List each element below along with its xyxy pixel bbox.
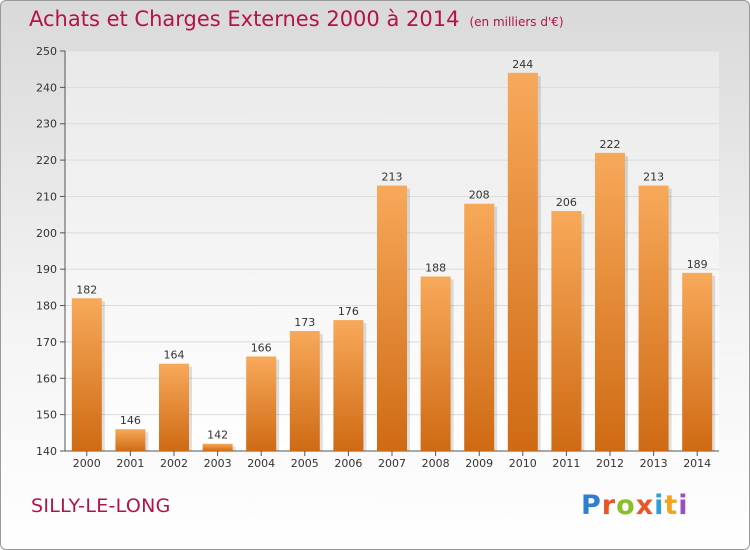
unit-label: (en milliers d'€)	[469, 15, 564, 29]
bar-value-label: 188	[425, 261, 446, 274]
logo-letter: t	[664, 490, 679, 521]
x-tick-label: 2004	[247, 457, 275, 470]
bar-value-label: 208	[469, 189, 490, 202]
bar	[507, 72, 538, 452]
bar	[246, 356, 277, 451]
x-tick-label: 2002	[160, 457, 188, 470]
y-tick-label: 160	[36, 372, 57, 385]
x-tick-label: 2000	[73, 457, 101, 470]
y-tick-label: 200	[36, 227, 57, 240]
x-tick-label: 2007	[378, 457, 406, 470]
logo-letter: x	[635, 490, 655, 521]
logo-letter: P	[581, 490, 602, 521]
x-tick-label: 2014	[683, 457, 711, 470]
x-tick-label: 2005	[291, 457, 319, 470]
y-tick-label: 210	[36, 190, 57, 203]
x-tick-label: 2009	[465, 457, 493, 470]
y-tick-label: 140	[36, 445, 57, 458]
bar-value-label: 222	[600, 138, 621, 151]
bar	[551, 211, 582, 451]
y-tick-label: 240	[36, 81, 57, 94]
commune-name: SILLY-LE-LONG	[31, 495, 171, 517]
x-tick-label: 2006	[334, 457, 362, 470]
bar	[420, 276, 451, 451]
bar-value-label: 213	[643, 171, 664, 184]
chart-title-text: Achats et Charges Externes 2000 à 2014	[29, 7, 460, 31]
bar-value-label: 146	[120, 414, 141, 427]
bar-value-label: 213	[382, 171, 403, 184]
x-tick-label: 2010	[509, 457, 537, 470]
bar-value-label: 164	[164, 349, 185, 362]
bar	[159, 363, 189, 451]
x-tick-label: 2012	[596, 457, 624, 470]
x-tick-label: 2011	[552, 457, 580, 470]
y-tick-label: 180	[36, 300, 57, 313]
bar	[202, 443, 233, 451]
logo-letter: i	[678, 490, 689, 521]
x-tick-label: 2008	[422, 457, 450, 470]
bar-value-label: 189	[687, 258, 708, 271]
logo-letter: i	[654, 490, 665, 521]
y-tick-label: 220	[36, 154, 57, 167]
bar-value-label: 206	[556, 196, 577, 209]
y-tick-label: 230	[36, 118, 57, 131]
y-tick-label: 150	[36, 409, 57, 422]
bar-value-label: 142	[207, 429, 228, 442]
bar-value-label: 244	[512, 58, 533, 71]
x-tick-label: 2001	[116, 457, 144, 470]
bar	[682, 272, 713, 451]
x-tick-label: 2003	[204, 457, 232, 470]
plot-area: 140 150 160 170 180 190 200 210 220 230 240 250 182 2…	[36, 45, 719, 470]
bar	[638, 185, 669, 451]
bar	[71, 298, 102, 451]
bar	[333, 320, 364, 451]
bar	[464, 203, 495, 451]
y-tick-label: 250	[36, 45, 57, 58]
x-tick-label: 2013	[640, 457, 668, 470]
bar-value-label: 176	[338, 305, 359, 318]
y-tick-label: 170	[36, 336, 57, 349]
bar	[115, 429, 146, 451]
bar-value-label: 166	[251, 341, 272, 354]
y-tick-label: 190	[36, 263, 57, 276]
bar-value-label: 182	[76, 283, 97, 296]
bar	[289, 331, 320, 451]
chart-title: Achats et Charges Externes 2000 à 2014 (e…	[29, 7, 564, 31]
logo-letter: r	[601, 490, 617, 521]
bar	[377, 185, 407, 451]
proxiti-logo[interactable]: Proxiti	[581, 490, 689, 521]
bar	[595, 152, 625, 451]
logo-letter: o	[616, 490, 636, 521]
bar-value-label: 173	[294, 316, 315, 329]
